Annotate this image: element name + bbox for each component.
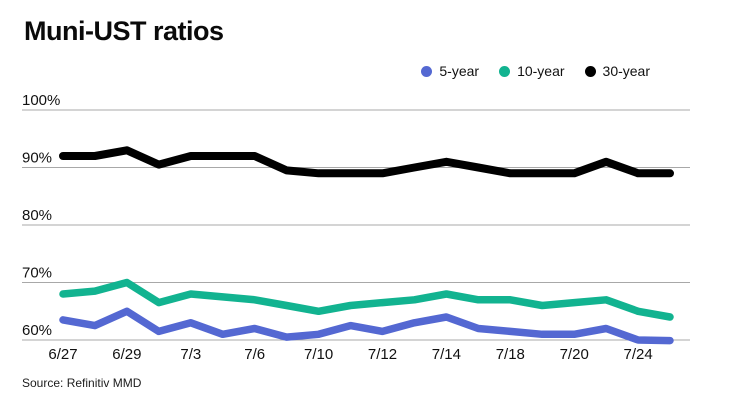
x-tick-label: 7/14 xyxy=(432,346,461,363)
legend-label-10-year: 10-year xyxy=(517,63,565,79)
x-tick-label: 7/3 xyxy=(180,346,201,363)
legend: 5-year 10-year 30-year xyxy=(421,63,650,79)
chart-title: Muni-UST ratios xyxy=(24,16,224,46)
y-tick-label: 100% xyxy=(22,92,60,109)
x-tick-label: 7/12 xyxy=(368,346,397,363)
x-tick-label: 7/6 xyxy=(244,346,265,363)
x-tick-label: 7/20 xyxy=(560,346,589,363)
series-line-10-year xyxy=(59,278,674,321)
legend-item-10-year: 10-year xyxy=(499,63,565,79)
y-tick-label: 60% xyxy=(22,322,52,339)
x-tick-label: 6/29 xyxy=(112,346,141,363)
y-tick-label: 90% xyxy=(22,150,52,167)
legend-dot-5-year-icon xyxy=(421,65,433,77)
legend-dot-30-year-icon xyxy=(584,65,596,77)
source-note: Source: Refinitiv MMD xyxy=(22,376,142,390)
x-tick-label: 6/27 xyxy=(48,346,77,363)
y-tick-label: 70% xyxy=(22,265,52,282)
legend-dot-10-year-icon xyxy=(499,65,511,77)
legend-item-30-year: 30-year xyxy=(584,63,650,79)
series-line-5-year xyxy=(59,307,674,345)
y-tick-label: 80% xyxy=(22,207,52,224)
x-tick-label: 7/10 xyxy=(304,346,333,363)
x-tick-label: 7/24 xyxy=(623,346,652,363)
legend-item-5-year: 5-year xyxy=(421,63,479,79)
x-tick-label: 7/18 xyxy=(496,346,525,363)
series-line-30-year xyxy=(59,146,674,178)
legend-label-30-year: 30-year xyxy=(602,63,650,79)
legend-label-5-year: 5-year xyxy=(439,63,480,79)
